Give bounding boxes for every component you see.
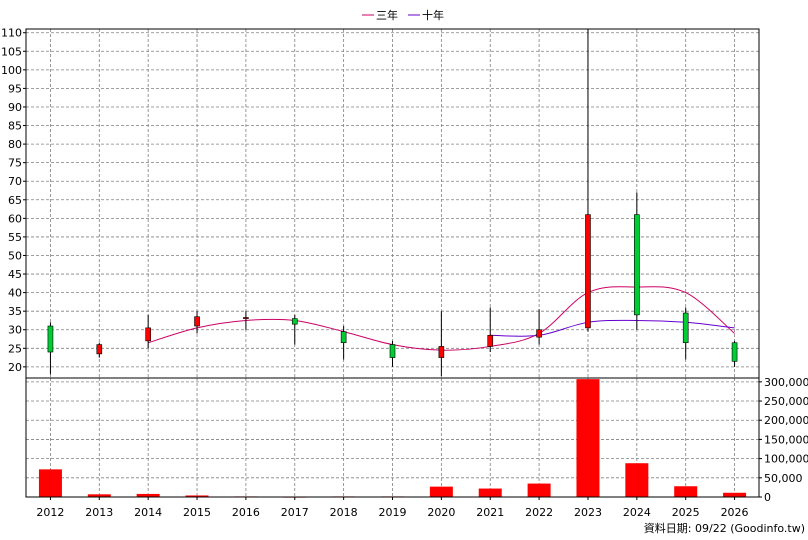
candle-body xyxy=(243,317,249,319)
candle-body xyxy=(47,325,54,353)
price-grid xyxy=(26,29,759,378)
price-tick-label: 45 xyxy=(8,268,22,281)
candle-body xyxy=(389,344,396,358)
candle-body xyxy=(682,312,689,344)
ten-year-line xyxy=(490,319,735,337)
x-tick-label: 2020 xyxy=(427,506,455,519)
x-tick-label: 2014 xyxy=(134,506,162,519)
candle-body xyxy=(487,335,494,347)
candle-body xyxy=(731,342,738,362)
candle-body xyxy=(145,327,151,342)
volume-tick-label: 150,000 xyxy=(764,433,808,446)
volume-bar xyxy=(478,488,502,497)
candle-body xyxy=(634,214,640,316)
volume-grid xyxy=(26,378,759,498)
x-axis: 2012 2013 2014 2015 2016 2017 2018 2019 2020 2021… xyxy=(36,497,749,519)
price-tick-label: 85 xyxy=(8,120,22,133)
price-tick-label: 30 xyxy=(8,324,22,337)
legend-label-three-year: 三年 xyxy=(376,8,398,22)
legend-label-ten-year: 十年 xyxy=(422,8,444,22)
x-tick-label: 2016 xyxy=(232,506,260,519)
candle-body xyxy=(194,316,200,327)
x-tick-label: 2026 xyxy=(721,506,749,519)
volume-bar xyxy=(527,483,551,497)
volume-bar xyxy=(576,379,600,497)
volume-bar xyxy=(136,493,160,497)
volume-bar xyxy=(185,495,209,497)
x-tick-label: 2024 xyxy=(623,506,651,519)
candle-body xyxy=(585,214,591,329)
x-tick-label: 2023 xyxy=(574,506,602,519)
x-tick-label: 2015 xyxy=(183,506,211,519)
volume-tick-label: 50,000 xyxy=(764,472,803,485)
price-tick-label: 70 xyxy=(8,175,22,188)
x-tick-label: 2017 xyxy=(281,506,309,519)
x-tick-label: 2019 xyxy=(379,506,407,519)
price-tick-label: 40 xyxy=(8,287,22,300)
legend: 三年 十年 xyxy=(362,8,444,22)
price-tick-label: 110 xyxy=(1,27,22,40)
price-tick-label: 80 xyxy=(8,138,22,151)
price-tick-label: 25 xyxy=(8,342,22,355)
x-tick-label: 2021 xyxy=(476,506,504,519)
x-tick-label: 2012 xyxy=(36,506,64,519)
volume-bar xyxy=(723,492,747,497)
price-tick-label: 35 xyxy=(8,305,22,318)
candle-body xyxy=(536,329,542,338)
price-tick-label: 75 xyxy=(8,157,22,170)
candlesticks xyxy=(47,29,738,377)
x-tick-label: 2018 xyxy=(330,506,358,519)
candle-body xyxy=(438,346,445,358)
volume-bar xyxy=(38,469,62,497)
price-tick-label: 55 xyxy=(8,231,22,244)
volume-bars xyxy=(38,379,747,498)
candle-body xyxy=(96,344,103,355)
candle-body xyxy=(291,318,298,325)
price-y-axis: 20 25 30 35 40 45 50 55 60 65 70 75 80 85 90 95 100 105 11… xyxy=(1,27,26,374)
footer-source: 資料日期: 09/22 (Goodinfo.tw) xyxy=(644,521,805,535)
volume-bar xyxy=(87,494,111,497)
volume-tick-label: 0 xyxy=(764,491,771,504)
price-tick-label: 95 xyxy=(8,82,22,95)
volume-bar xyxy=(625,463,649,497)
candle-body xyxy=(340,331,347,344)
price-tick-label: 105 xyxy=(1,45,22,58)
x-tick-label: 2013 xyxy=(85,506,113,519)
volume-y-axis: 0 50,000 100,000 150,000 200,000 250,000 300,0… xyxy=(759,376,808,504)
price-tick-label: 50 xyxy=(8,249,22,262)
price-tick-label: 60 xyxy=(8,212,22,225)
volume-bar xyxy=(429,486,453,497)
x-tick-label: 2022 xyxy=(525,506,553,519)
price-tick-label: 20 xyxy=(8,361,22,374)
volume-tick-label: 250,000 xyxy=(764,395,808,408)
price-tick-label: 90 xyxy=(8,101,22,114)
volume-tick-label: 300,000 xyxy=(764,376,808,389)
volume-tick-label: 200,000 xyxy=(764,414,808,427)
price-tick-label: 100 xyxy=(1,64,22,77)
volume-bar xyxy=(674,486,698,497)
price-tick-label: 65 xyxy=(8,194,22,207)
volume-tick-label: 100,000 xyxy=(764,453,808,466)
x-tick-label: 2025 xyxy=(672,506,700,519)
